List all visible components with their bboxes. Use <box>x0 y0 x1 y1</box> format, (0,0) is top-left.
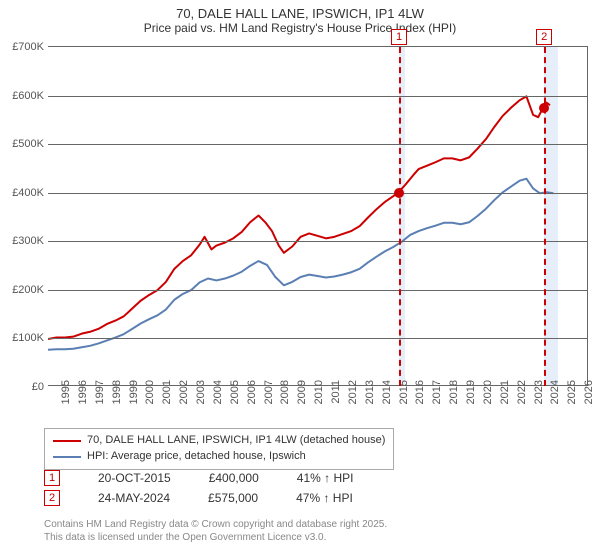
x-tick-label: 2002 <box>178 380 190 404</box>
y-gridline <box>48 290 587 291</box>
sale-marker-line <box>399 47 401 386</box>
x-tick-label: 2014 <box>381 380 393 404</box>
y-tick-label: £500K <box>0 138 44 150</box>
y-tick-label: £200K <box>0 284 44 296</box>
x-tick-label: 2022 <box>516 380 528 404</box>
x-tick-label: 2021 <box>499 380 511 404</box>
y-gridline <box>48 241 587 242</box>
x-tick-label: 2004 <box>212 380 224 404</box>
sale-date: 20-OCT-2015 <box>98 471 171 485</box>
x-tick-label: 2016 <box>415 380 427 404</box>
sale-delta: 47% ↑ HPI <box>296 491 353 505</box>
x-tick-label: 2023 <box>533 380 545 404</box>
x-tick-label: 2007 <box>263 380 275 404</box>
legend-swatch <box>53 456 81 458</box>
x-tick-label: 1997 <box>94 380 106 404</box>
x-tick-label: 2020 <box>482 380 494 404</box>
x-tick-label: 1998 <box>111 380 123 404</box>
table-row: 1 20-OCT-2015 £400,000 41% ↑ HPI <box>44 470 353 486</box>
y-gridline <box>48 193 587 194</box>
x-tick-label: 2019 <box>465 380 477 404</box>
legend-label: HPI: Average price, detached house, Ipsw… <box>87 449 306 465</box>
y-tick-label: £100K <box>0 332 44 344</box>
x-tick-label: 2010 <box>313 380 325 404</box>
x-tick-label: 2025 <box>566 380 578 404</box>
sale-date: 24-MAY-2024 <box>98 491 170 505</box>
sale-marker-dot <box>394 188 404 198</box>
title-line-1: 70, DALE HALL LANE, IPSWICH, IP1 4LW <box>4 6 596 21</box>
x-tick-label: 1995 <box>60 380 72 404</box>
x-tick-label: 2026 <box>583 380 595 404</box>
line-series-layer <box>48 47 587 386</box>
sale-delta: 41% ↑ HPI <box>297 471 354 485</box>
x-tick-label: 2005 <box>229 380 241 404</box>
x-tick-label: 2012 <box>347 380 359 404</box>
x-tick-label: 2003 <box>195 380 207 404</box>
x-tick-label: 2018 <box>448 380 460 404</box>
x-tick-label: 2017 <box>431 380 443 404</box>
x-tick-label: 2001 <box>161 380 173 404</box>
legend-label: 70, DALE HALL LANE, IPSWICH, IP1 4LW (de… <box>87 433 385 449</box>
y-tick-label: £700K <box>0 41 44 53</box>
plot-area: £0£100K£200K£300K£400K£500K£600K£700K199… <box>48 46 588 386</box>
legend-swatch <box>53 440 81 442</box>
y-gridline <box>48 144 587 145</box>
y-tick-label: £0 <box>0 381 44 393</box>
y-gridline <box>48 96 587 97</box>
y-tick-label: £400K <box>0 187 44 199</box>
x-tick-label: 2024 <box>550 380 562 404</box>
x-tick-label: 2000 <box>145 380 157 404</box>
footer-attribution: Contains HM Land Registry data © Crown c… <box>44 518 588 544</box>
sale-marker-box: 1 <box>44 470 60 486</box>
table-row: 2 24-MAY-2024 £575,000 47% ↑ HPI <box>44 490 353 506</box>
legend-item: HPI: Average price, detached house, Ipsw… <box>53 449 385 465</box>
legend: 70, DALE HALL LANE, IPSWICH, IP1 4LW (de… <box>44 428 394 470</box>
x-tick-label: 2011 <box>330 380 342 404</box>
sale-marker-box: 2 <box>44 490 60 506</box>
x-tick-label: 2008 <box>280 380 292 404</box>
x-tick-label: 2006 <box>246 380 258 404</box>
chart-container: 70, DALE HALL LANE, IPSWICH, IP1 4LW Pri… <box>0 0 600 560</box>
y-tick-label: £600K <box>0 90 44 102</box>
sale-price: £400,000 <box>209 471 259 485</box>
footer-line-2: This data is licensed under the Open Gov… <box>44 531 588 544</box>
legend-item: 70, DALE HALL LANE, IPSWICH, IP1 4LW (de… <box>53 433 385 449</box>
chart-title: 70, DALE HALL LANE, IPSWICH, IP1 4LW Pri… <box>0 0 600 37</box>
series-hpi <box>48 179 553 350</box>
y-tick-label: £300K <box>0 235 44 247</box>
sale-marker-label: 2 <box>536 29 552 45</box>
title-line-2: Price paid vs. HM Land Registry's House … <box>4 21 596 35</box>
x-tick-label: 1996 <box>77 380 89 404</box>
sale-marker-dot <box>539 103 549 113</box>
sales-table: 1 20-OCT-2015 £400,000 41% ↑ HPI 2 24-MA… <box>44 470 353 510</box>
x-tick-label: 2013 <box>364 380 376 404</box>
x-tick-label: 1999 <box>128 380 140 404</box>
sale-marker-label: 1 <box>391 29 407 45</box>
footer-line-1: Contains HM Land Registry data © Crown c… <box>44 518 588 531</box>
y-gridline <box>48 338 587 339</box>
sale-price: £575,000 <box>208 491 258 505</box>
x-tick-label: 2009 <box>296 380 308 404</box>
sale-marker-line <box>544 47 546 386</box>
